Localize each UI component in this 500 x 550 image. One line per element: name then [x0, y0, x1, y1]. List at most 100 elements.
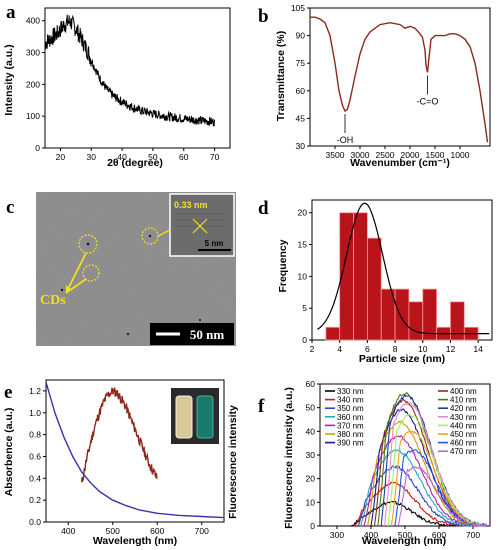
scale-bar-label: 50 nm — [190, 327, 224, 342]
y-tick-label: 20 — [298, 208, 308, 218]
panel-b-annotations: -OH -C=O — [337, 75, 439, 145]
peak-annotation: -C=O — [417, 96, 439, 106]
emission-series-line — [394, 449, 487, 527]
panel-f-ylabel: Fluorescence intensity (a.u.) — [283, 387, 295, 529]
vial-uv — [196, 395, 214, 439]
legend-label: 470 nm — [450, 447, 477, 456]
x-tick-label: 1000 — [451, 150, 470, 160]
panel-c-tem-image: c 0.33 nm 5 nm CDs 50 nm — [6, 192, 236, 346]
legend-label: 410 nm — [450, 396, 477, 405]
y-tick-label: 10 — [298, 271, 308, 281]
cd-label: CDs — [40, 293, 66, 308]
tem-dot — [148, 234, 152, 238]
panel-d-ylabel: Frequency — [277, 239, 289, 292]
legend-label: 460 nm — [450, 439, 477, 448]
x-tick-label: 8 — [393, 344, 398, 354]
panel-f-fluorescence-chart: f Fluorescence intensity (a.u.) Waveleng… — [258, 379, 491, 547]
panel-f-series-lines — [350, 392, 488, 528]
y-tick-label: 15 — [298, 240, 308, 250]
x-tick-label: 3500 — [326, 150, 345, 160]
y-tick-label: 75 — [296, 58, 306, 68]
panel-a-xlabel: 2θ (degree) — [107, 157, 163, 169]
panel-e-ylabel: Absorbence (a.u.) — [3, 408, 15, 497]
x-tick-label: 2500 — [376, 150, 395, 160]
legend-label: 420 nm — [450, 404, 477, 413]
lattice-spacing-label: 0.33 nm — [174, 200, 208, 210]
x-tick-label: 600 — [432, 530, 446, 540]
legend-label: 350 nm — [337, 404, 364, 413]
x-tick-label: 3000 — [351, 150, 370, 160]
x-tick-label: 30 — [87, 152, 97, 162]
x-tick-label: 2 — [310, 344, 315, 354]
legend-label: 360 nm — [337, 413, 364, 422]
panel-e-letter: e — [4, 382, 12, 403]
x-tick-label: 4 — [337, 344, 342, 354]
cd-circle — [78, 234, 98, 254]
emission-series-line — [357, 464, 487, 527]
y-tick-label: 20 — [306, 474, 316, 484]
y-tick-label: 300 — [26, 48, 40, 58]
y-tick-label: 200 — [26, 79, 40, 89]
x-tick-label: 12 — [446, 344, 456, 354]
tem-dots — [60, 234, 202, 336]
histogram-bar — [325, 326, 341, 341]
panel-b-xlabel: Wavenumber (cm⁻¹) — [350, 157, 450, 169]
panel-f-ticks: 300 400 500 600 700 0 10 20 30 40 50 60 — [306, 379, 481, 540]
panel-b-ylabel: Transmittance (%) — [275, 31, 287, 121]
y-tick-label: 60 — [306, 379, 316, 389]
x-tick-label: 400 — [364, 530, 378, 540]
panel-c-letter: c — [6, 197, 14, 218]
legend-label: 340 nm — [337, 396, 364, 405]
panel-a-ticks: 20 30 40 50 60 70 0 100 200 300 400 — [26, 16, 220, 162]
tem-dot — [60, 288, 64, 292]
x-tick-label: 700 — [195, 526, 209, 536]
x-tick-label: 1500 — [426, 150, 445, 160]
y-tick-label: 45 — [296, 113, 306, 123]
legend-label: 370 nm — [337, 421, 364, 430]
y-tick-label: 5 — [302, 303, 307, 313]
x-tick-label: 2000 — [401, 150, 420, 160]
cd-circle — [82, 264, 100, 282]
panel-a-series-line — [44, 14, 215, 127]
x-tick-label: 70 — [210, 152, 220, 162]
hrtem-inset — [169, 193, 235, 257]
panel-e-ylabel-right: Fluorescence intensity — [227, 405, 239, 519]
x-tick-label: 500 — [106, 526, 120, 536]
y-tick-label: 0.4 — [29, 473, 41, 483]
legend-label: 380 nm — [337, 430, 364, 439]
emission-series-line — [397, 465, 487, 527]
histogram-bar — [450, 301, 465, 341]
peak-annotation: -OH — [337, 135, 354, 145]
y-tick-label: 0.2 — [29, 495, 41, 505]
y-tick-label: 1.2 — [29, 386, 41, 396]
panel-a-ylabel: Intensity (a.u.) — [3, 44, 15, 115]
scale-bar-box — [150, 323, 234, 345]
legend-label: 390 nm — [337, 439, 364, 448]
legend-label: 400 nm — [450, 387, 477, 396]
cd-arrowhead — [66, 285, 72, 293]
y-tick-label: 60 — [296, 86, 306, 96]
panel-a-xrd-chart: a Intensity (a.u.) 2θ (degree) 20 30 40 50 6… — [3, 2, 231, 169]
vial-daylight — [175, 395, 193, 439]
lattice-marker — [192, 218, 208, 234]
panel-d-xlabel: Particle size (nm) — [359, 353, 445, 365]
y-tick-label: 0.8 — [29, 430, 41, 440]
panel-d-letter: d — [258, 198, 269, 219]
panel-b-series-line — [310, 16, 489, 143]
panel-b-ticks: 3500 3000 2500 2000 1500 1000 30 45 60 75 90 105 — [291, 3, 470, 160]
x-tick-label: 20 — [56, 152, 66, 162]
y-tick-label: 40 — [306, 426, 316, 436]
panel-d-ticks: 2 4 6 8 10 12 14 0 5 10 15 20 — [298, 208, 484, 354]
x-tick-label: 700 — [466, 530, 480, 540]
tem-dot — [86, 242, 90, 246]
panel-b-frame — [309, 7, 491, 147]
y-tick-label: 0 — [302, 335, 307, 345]
x-tick-label: 400 — [61, 526, 75, 536]
y-tick-label: 10 — [306, 497, 316, 507]
panel-d-bars — [325, 212, 479, 341]
panel-f-xlabel: Wavelength (nm) — [362, 535, 446, 547]
tem-dot — [198, 318, 202, 322]
tem-dot — [126, 332, 130, 336]
y-tick-label: 90 — [296, 31, 306, 41]
